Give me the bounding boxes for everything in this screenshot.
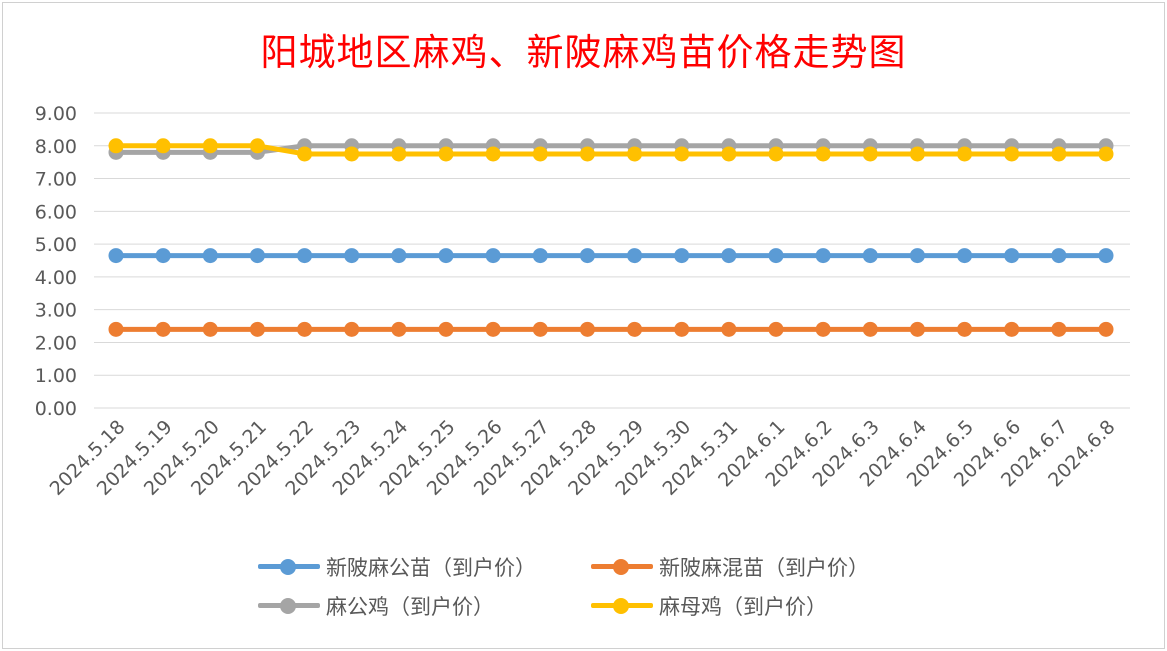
- series-3-point-21: [1098, 146, 1114, 162]
- series-0-point-3: [249, 248, 265, 264]
- series-1-point-20: [1051, 321, 1067, 337]
- series-1-point-5: [344, 321, 360, 337]
- series-1-point-2: [202, 321, 218, 337]
- series-1-point-12: [674, 321, 690, 337]
- series-1-point-16: [862, 321, 878, 337]
- series-1-point-6: [391, 321, 407, 337]
- series-3-point-19: [1004, 146, 1020, 162]
- series-3-point-5: [344, 146, 360, 162]
- series-3-point-6: [391, 146, 407, 162]
- series-1-point-15: [815, 321, 831, 337]
- y-tick-label-1: 1.00: [35, 365, 77, 387]
- series-0-point-20: [1051, 248, 1067, 264]
- legend-item-series-1: 新陂麻混苗（到户价）: [591, 552, 869, 582]
- series-3-point-16: [862, 146, 878, 162]
- series-0-point-6: [391, 248, 407, 264]
- chart-title: 阳城地区麻鸡、新陂麻鸡苗价格走势图: [260, 31, 907, 74]
- legend-item-series-0: 新陂麻公苗（到户价）: [258, 552, 536, 582]
- series-3-point-13: [721, 146, 737, 162]
- series-1-point-14: [768, 321, 784, 337]
- series-0-point-8: [485, 248, 501, 264]
- legend-swatch-series-3: [591, 591, 653, 621]
- series-3-point-7: [438, 146, 454, 162]
- series-3-point-3: [249, 138, 265, 154]
- series-1-point-19: [1004, 321, 1020, 337]
- y-tick-label-0: 0.00: [35, 398, 77, 420]
- series-3-point-1: [155, 138, 171, 154]
- series-3-point-18: [957, 146, 973, 162]
- y-tick-label-4: 4.00: [35, 267, 77, 289]
- series-3-point-4: [297, 146, 313, 162]
- y-tick-label-3: 3.00: [35, 300, 77, 322]
- series-0-point-15: [815, 248, 831, 264]
- series-0-point-10: [579, 248, 595, 264]
- series-0-point-0: [108, 248, 124, 264]
- series-1-point-3: [249, 321, 265, 337]
- series-1-point-13: [721, 321, 737, 337]
- series-3-point-11: [627, 146, 643, 162]
- series-1-point-7: [438, 321, 454, 337]
- series-3-point-17: [909, 146, 925, 162]
- series-line-3: [113, 143, 1109, 157]
- legend-swatch-series-2: [258, 591, 320, 621]
- series-0-point-7: [438, 248, 454, 264]
- y-tick-label-7: 7.00: [35, 169, 77, 191]
- series-0-point-9: [532, 248, 548, 264]
- series-3-point-9: [532, 146, 548, 162]
- series-0-point-21: [1098, 248, 1114, 264]
- series-1-point-9: [532, 321, 548, 337]
- series-1-point-8: [485, 321, 501, 337]
- legend-item-series-2: 麻公鸡（到户价）: [258, 591, 494, 621]
- series-0-point-13: [721, 248, 737, 264]
- series-1-point-18: [957, 321, 973, 337]
- series-0-point-17: [909, 248, 925, 264]
- series-3-point-0: [108, 138, 124, 154]
- legend-label-series-1: 新陂麻混苗（到户价）: [659, 556, 869, 580]
- series-3-point-2: [202, 138, 218, 154]
- series-0-point-14: [768, 248, 784, 264]
- series-0-point-5: [344, 248, 360, 264]
- series-1-point-21: [1098, 321, 1114, 337]
- series-0-point-1: [155, 248, 171, 264]
- series-3-point-12: [674, 146, 690, 162]
- series-0-point-2: [202, 248, 218, 264]
- series-0-point-11: [627, 248, 643, 264]
- legend-label-series-0: 新陂麻公苗（到户价）: [326, 556, 536, 580]
- series-3-point-8: [485, 146, 501, 162]
- series-1-point-17: [909, 321, 925, 337]
- y-tick-label-9: 9.00: [35, 103, 77, 125]
- series-3-point-20: [1051, 146, 1067, 162]
- series-1-point-11: [627, 321, 643, 337]
- y-tick-label-6: 6.00: [35, 201, 77, 223]
- legend-label-series-3: 麻母鸡（到户价）: [659, 595, 827, 619]
- series-0-point-4: [297, 248, 313, 264]
- legend-swatch-series-1: [591, 552, 653, 582]
- series-0-point-16: [862, 248, 878, 264]
- series-3-point-14: [768, 146, 784, 162]
- series-1-point-1: [155, 321, 171, 337]
- legend-label-series-2: 麻公鸡（到户价）: [326, 595, 494, 619]
- series-1-point-4: [297, 321, 313, 337]
- y-tick-label-2: 2.00: [35, 332, 77, 354]
- series-0-point-12: [674, 248, 690, 264]
- series-1-point-10: [579, 321, 595, 337]
- series-0-point-18: [957, 248, 973, 264]
- legend-item-series-3: 麻母鸡（到户价）: [591, 591, 827, 621]
- series-3-point-15: [815, 146, 831, 162]
- series-3-point-10: [579, 146, 595, 162]
- series-1-point-0: [108, 321, 124, 337]
- series-0-point-19: [1004, 248, 1020, 264]
- y-tick-label-8: 8.00: [35, 136, 77, 158]
- legend-swatch-series-0: [258, 552, 320, 582]
- y-tick-label-5: 5.00: [35, 234, 77, 256]
